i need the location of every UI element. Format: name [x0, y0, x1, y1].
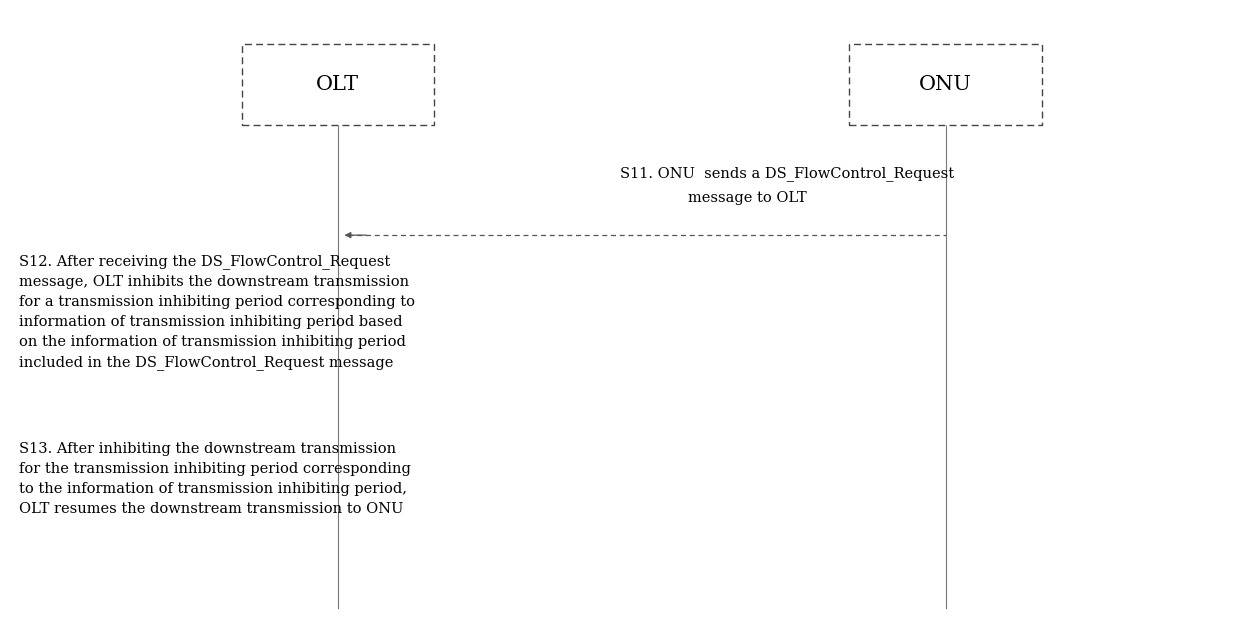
Text: ONU: ONU	[919, 75, 972, 94]
Text: S11. ONU  sends a DS_FlowControl_Request: S11. ONU sends a DS_FlowControl_Request	[620, 166, 954, 181]
Bar	[849, 44, 1042, 125]
Text: message to OLT: message to OLT	[688, 191, 807, 205]
Text: S13. After inhibiting the downstream transmission
for the transmission inhibitin: S13. After inhibiting the downstream tra…	[19, 442, 410, 516]
Text: OLT: OLT	[316, 75, 360, 94]
Text: S12. After receiving the DS_FlowControl_Request
message, OLT inhibits the downst: S12. After receiving the DS_FlowControl_…	[19, 254, 414, 370]
Bar	[242, 44, 434, 125]
